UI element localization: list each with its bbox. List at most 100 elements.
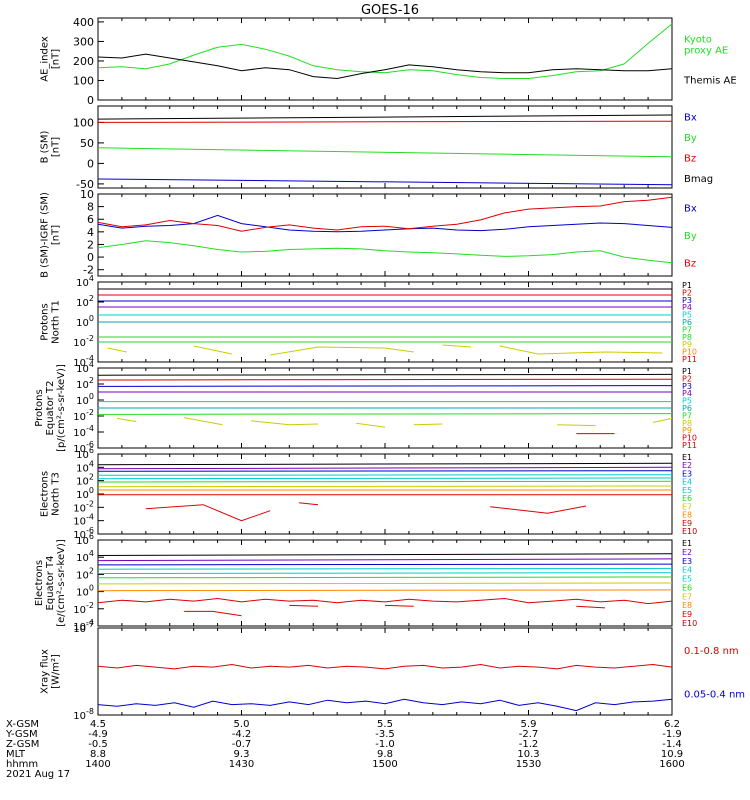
y-axis-label: B (SM)	[40, 130, 51, 163]
legend-label: P3	[682, 382, 692, 391]
y-tick-label: 102	[76, 376, 94, 391]
legend-label: P4	[682, 389, 692, 398]
x-tick-label: -2.7	[519, 729, 539, 740]
series-e5	[97, 572, 673, 574]
legend-label: E5	[682, 575, 692, 584]
x-tick-label: 9.8	[377, 749, 393, 760]
y-tick-label: 100	[76, 584, 94, 599]
series-p9	[107, 344, 663, 356]
y-tick-label: -2	[83, 264, 94, 277]
y-axis-label: [e/(cm²-s-sr-keV)]	[56, 539, 67, 627]
series-line	[97, 480, 673, 483]
legend-label: Kyoto	[684, 35, 712, 46]
legend-label: P8	[682, 333, 692, 342]
y-axis-label: [nT]	[51, 49, 62, 69]
series-kyoto-proxy-ae	[97, 23, 673, 79]
series-line	[107, 347, 127, 353]
series-e3	[97, 470, 673, 472]
series-line	[97, 553, 673, 556]
y-tick-label: 2	[87, 238, 94, 251]
x-tick-label: 6.2	[664, 719, 680, 730]
x-tick-label: 5.9	[521, 719, 537, 730]
y-tick-label: 10-2	[73, 408, 94, 423]
series-line	[97, 214, 673, 233]
series-line	[117, 417, 137, 423]
series-line	[145, 504, 271, 522]
x-tick-label: -1.2	[519, 739, 539, 750]
series-line	[97, 485, 673, 488]
legend-label: P1	[682, 367, 692, 376]
x-tick-label: -3.5	[375, 729, 395, 740]
series-line	[97, 558, 673, 562]
series-bz	[97, 196, 673, 232]
x-tick-label: -1.4	[662, 739, 682, 750]
series-e2	[97, 466, 673, 470]
y-axis-label: Protons	[34, 389, 45, 426]
legend-label: P4	[682, 303, 692, 312]
y-axis-label: AE_index	[40, 36, 51, 82]
y-tick-label: 0	[87, 94, 94, 107]
legend-label: E3	[682, 557, 692, 566]
legend-label: Bmag	[684, 174, 713, 185]
series-line	[97, 240, 673, 264]
series-line	[193, 345, 233, 355]
series-e6	[97, 576, 673, 579]
legend-label: E7	[682, 502, 692, 511]
legend-label: E5	[682, 486, 692, 495]
legend-label: P11	[682, 441, 697, 450]
y-tick-label: 10-2	[73, 334, 94, 349]
x-row-label: Y-GSM	[5, 729, 38, 740]
legend-label: Bz	[684, 153, 696, 164]
legend-label: P9	[682, 340, 692, 349]
legend-label: P5	[682, 311, 692, 320]
y-tick-label: 10	[80, 188, 94, 201]
series-p3	[97, 385, 673, 387]
series-line	[576, 605, 606, 609]
legend-label: P10	[682, 434, 697, 443]
series-line	[298, 502, 319, 506]
legend-label: proxy AE	[684, 46, 728, 57]
legend-label: E2	[682, 461, 692, 470]
series-e9	[97, 597, 673, 617]
series-line	[97, 698, 673, 712]
legend-label: E4	[682, 478, 692, 487]
y-axis-label: Electrons	[40, 471, 51, 517]
series-e7	[97, 582, 673, 585]
x-tick-label: -4.9	[88, 729, 108, 740]
x-tick-label: -1.0	[375, 739, 395, 750]
y-tick-label: -50	[76, 178, 94, 191]
x-tick-label: -0.7	[232, 739, 252, 750]
y-tick-label: 100	[76, 392, 94, 407]
x-tick-label: 1430	[229, 759, 254, 770]
series-line	[97, 53, 673, 80]
series-line	[413, 423, 443, 426]
legend-label: 0.1-0.8 nm	[684, 646, 739, 657]
legend-label: E10	[682, 527, 697, 536]
x-tick-label: -1.9	[662, 729, 682, 740]
series-0-1-0-8-nm	[97, 663, 673, 670]
series-line	[270, 346, 414, 356]
panel-frame	[97, 627, 673, 716]
x-tick-label: -4.2	[232, 729, 252, 740]
series-by	[97, 240, 673, 264]
series-line	[97, 470, 673, 472]
y-tick-label: 102	[76, 294, 94, 309]
series-line	[97, 663, 673, 670]
legend-label: P7	[682, 411, 692, 420]
legend-label: P2	[682, 288, 692, 297]
series-line	[97, 477, 673, 480]
x-tick-label: 1600	[659, 759, 684, 770]
legend-label: P7	[682, 325, 692, 334]
legend-label: E8	[682, 601, 692, 610]
series-line	[97, 466, 673, 470]
x-tick-label: 9.3	[234, 749, 250, 760]
series-e5	[97, 477, 673, 480]
y-axis-label: Xray flux	[40, 649, 51, 694]
x-tick-label: 5.5	[377, 719, 393, 730]
y-tick-label: 50	[80, 137, 94, 150]
series-0-05-0-4-nm	[97, 698, 673, 712]
